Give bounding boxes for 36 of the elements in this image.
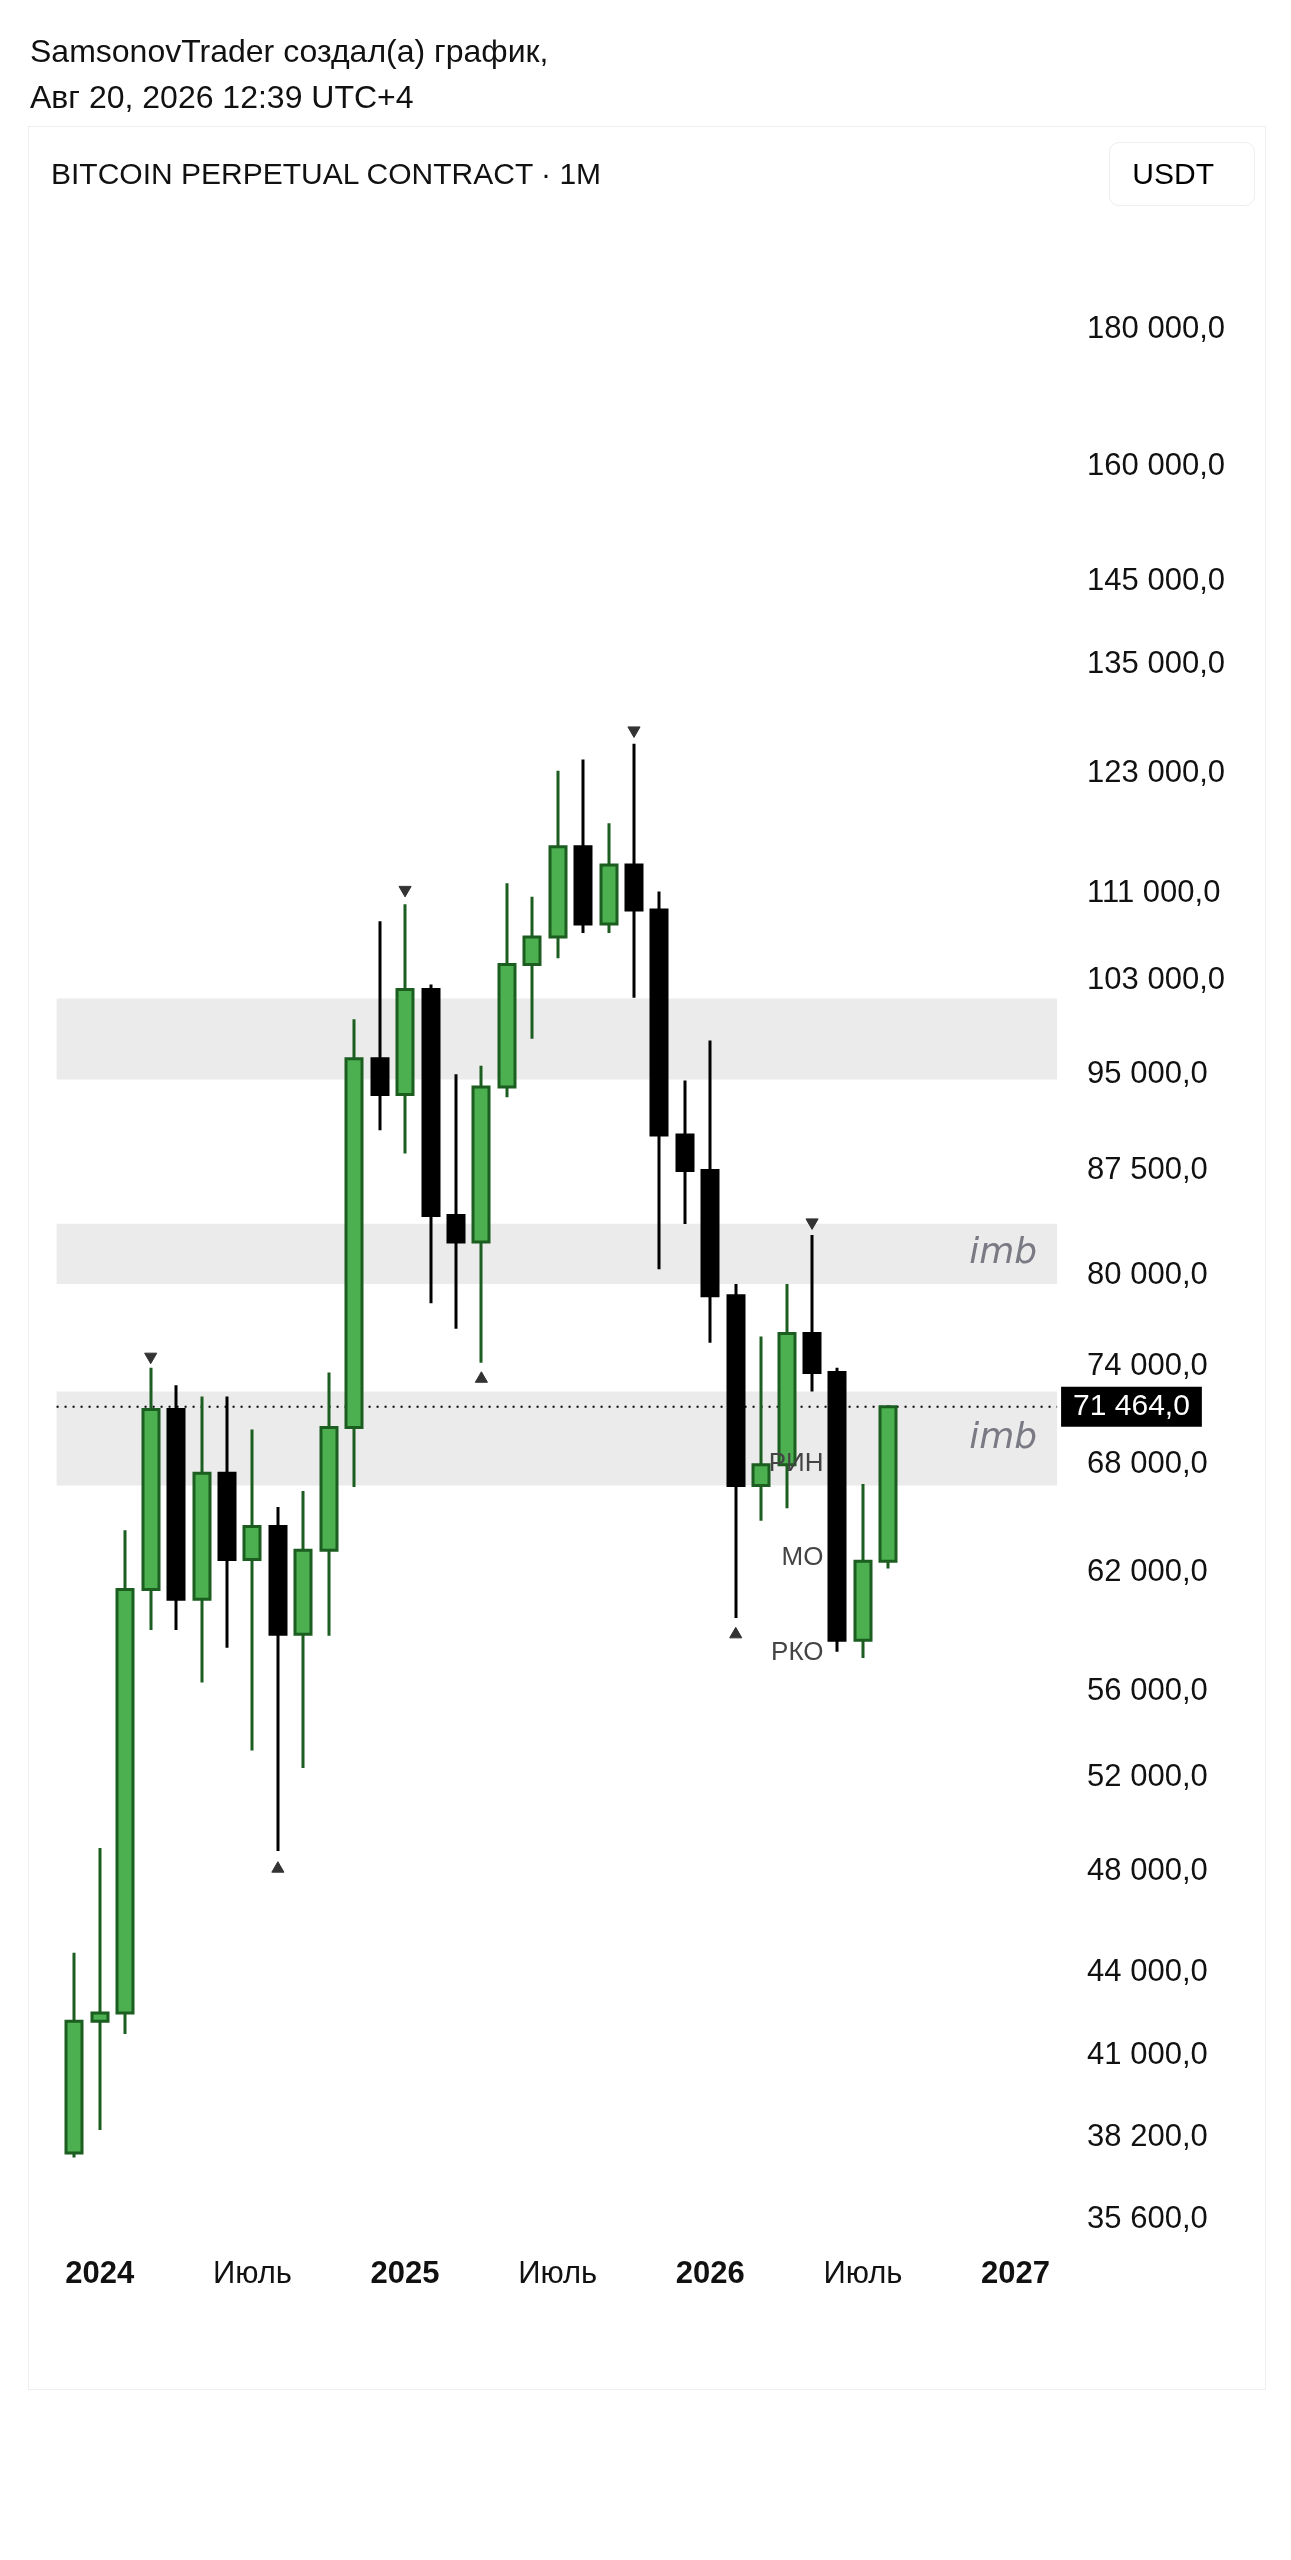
x-tick-label: Июль [518,2254,598,2290]
ref-line-label: 71 464,0 [1073,1388,1190,1422]
annotation: МО [781,1541,824,1572]
x-tick-label: 2024 [65,2254,136,2290]
y-tick-label: 44 000,0 [1087,1953,1208,1989]
x-tick-label: 2027 [981,2254,1051,2290]
y-tick-label: 145 000,0 [1087,561,1226,597]
y-tick-label: 180 000,0 [1087,309,1226,345]
x-tick-label: 2025 [370,2254,440,2290]
y-tick-label: 35 600,0 [1087,2200,1208,2236]
x-tick-label: Июль [212,2254,292,2290]
y-tick-label: 135 000,0 [1087,645,1226,681]
y-tick-label: 38 200,0 [1087,2118,1208,2154]
y-tick-label: 74 000,0 [1087,1346,1208,1382]
y-tick-label: 56 000,0 [1087,1671,1208,1707]
x-tick-label: Июль [823,2254,903,2290]
y-tick-label: 87 500,0 [1087,1151,1208,1187]
y-tick-label: 103 000,0 [1087,960,1226,996]
y-tick-label: 95 000,0 [1087,1055,1208,1091]
y-tick-label: 80 000,0 [1087,1255,1208,1291]
y-tick-label: 48 000,0 [1087,1851,1208,1887]
text: SamsonovTrader создал(а) график, [30,32,550,71]
y-tick-label: 52 000,0 [1087,1758,1208,1794]
y-tick-label: 68 000,0 [1087,1445,1208,1481]
band-label: imb [969,1230,1038,1272]
y-tick-label: 41 000,0 [1087,2035,1208,2071]
y-tick-label: 111 000,0 [1087,873,1221,909]
chart-title: BITCOIN PERPETUAL CONTRACT · 1M [51,157,602,191]
annotation: РКО [771,1635,824,1666]
text: Авг 20, 2026 12:39 UTC+4 [30,78,415,117]
band-label: imb [969,1414,1038,1456]
y-axis-title: USDT [1109,142,1255,206]
y-tick-label: 62 000,0 [1087,1553,1208,1589]
x-tick-label: 2026 [675,2254,745,2290]
y-tick-label: 160 000,0 [1087,446,1226,482]
y-tick-label: 123 000,0 [1087,753,1226,789]
